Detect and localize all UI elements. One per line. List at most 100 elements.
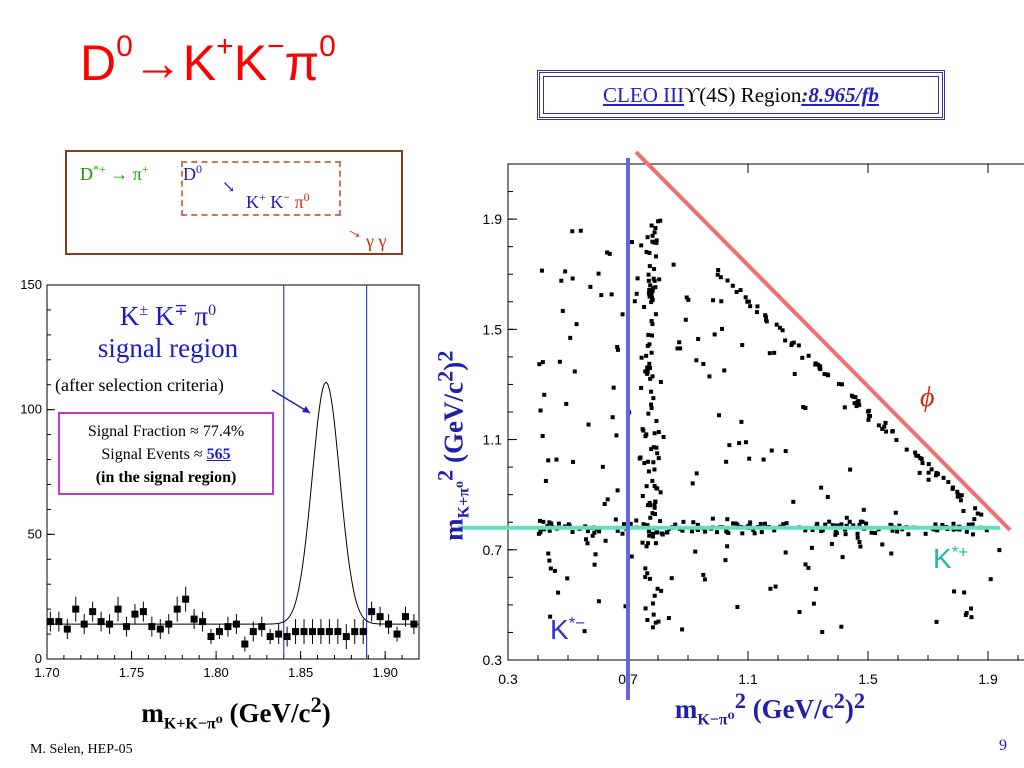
event-point (651, 286, 656, 291)
x-tick-label: 1.9 (978, 671, 998, 687)
event-point (810, 527, 815, 532)
event-point (746, 299, 751, 304)
event-point (843, 532, 848, 537)
event-point (839, 624, 844, 629)
event-point (610, 415, 615, 420)
event-point (680, 627, 685, 632)
event-point (651, 445, 656, 450)
event-point (656, 219, 661, 224)
event-point (696, 336, 701, 341)
event-point (649, 300, 654, 305)
event-point (897, 523, 902, 528)
event-point (657, 277, 662, 282)
event-point (711, 298, 716, 303)
event-point (950, 486, 955, 491)
event-point (647, 342, 652, 347)
event-point (725, 544, 730, 549)
event-point (650, 297, 655, 302)
event-point (644, 484, 649, 489)
event-point (652, 431, 657, 436)
event-point (781, 522, 786, 527)
event-point (970, 532, 975, 537)
event-point (743, 440, 748, 445)
event-point (600, 464, 605, 469)
data-point (410, 620, 418, 628)
x-tick-label: 0.3 (498, 671, 518, 687)
event-point (734, 289, 739, 294)
event-point (763, 313, 768, 318)
experiment-name: CLEO III (603, 82, 685, 107)
event-point (650, 478, 655, 483)
event-point (917, 470, 922, 475)
event-point (803, 405, 808, 410)
event-point (652, 483, 657, 488)
event-point (718, 275, 723, 280)
signal-summary-box: Signal Fraction ≈ 77.4% Signal Events ≈ … (58, 412, 274, 495)
data-point (80, 620, 88, 628)
event-point (653, 620, 658, 625)
event-point (649, 350, 654, 355)
d0-daughters: K+ K− π0 (246, 190, 310, 212)
event-point (716, 268, 721, 273)
region-label: ϒ(4S) Region (684, 82, 802, 107)
event-point (935, 528, 940, 533)
event-point (825, 372, 830, 377)
x-tick-label: 1.70 (34, 665, 59, 680)
event-point (866, 417, 871, 422)
event-point (926, 470, 931, 475)
annotation-arrow (271, 389, 311, 414)
event-point (635, 276, 640, 281)
event-point (592, 530, 597, 535)
event-point (651, 601, 656, 606)
event-point (649, 406, 654, 411)
event-point (761, 457, 766, 462)
data-point (224, 623, 232, 631)
event-point (755, 304, 760, 309)
event-point (694, 471, 699, 476)
event-point (648, 503, 653, 508)
event-point (813, 361, 818, 366)
event-point (833, 529, 838, 534)
data-point (258, 623, 266, 631)
data-point (139, 608, 147, 616)
event-point (883, 420, 888, 425)
event-point (647, 500, 652, 505)
event-point (847, 519, 852, 524)
event-point (955, 489, 960, 494)
event-point (646, 411, 651, 416)
event-point (895, 529, 900, 534)
event-point (609, 292, 614, 297)
event-point (963, 612, 968, 617)
event-point (864, 521, 869, 526)
event-point (855, 531, 860, 536)
y-tick-label: 1.9 (483, 211, 503, 227)
event-point (712, 332, 717, 337)
event-point (961, 508, 966, 513)
event-point (651, 460, 656, 465)
event-point (803, 528, 808, 533)
data-point (131, 610, 139, 618)
event-point (820, 629, 825, 634)
footer-author: M. Selen, HEP-05 (30, 742, 133, 757)
photon-pair: γ γ (366, 231, 387, 251)
d0-decay-highlight (181, 161, 341, 216)
event-point (652, 505, 657, 510)
event-point (715, 272, 720, 277)
event-point (634, 291, 639, 296)
event-point (666, 616, 671, 621)
event-point (856, 399, 861, 404)
event-point (811, 601, 816, 606)
event-point (823, 522, 828, 527)
event-point (695, 522, 700, 527)
data-point (106, 620, 114, 628)
event-point (590, 533, 595, 538)
event-point (646, 291, 651, 296)
event-point (873, 531, 878, 536)
signal-fraction: Signal Fraction ≈ 77.4% (87, 423, 245, 440)
event-point (643, 575, 648, 580)
event-point (648, 366, 653, 371)
event-point (678, 346, 683, 351)
event-point (844, 515, 849, 520)
event-point (650, 233, 655, 238)
event-point (719, 299, 724, 304)
